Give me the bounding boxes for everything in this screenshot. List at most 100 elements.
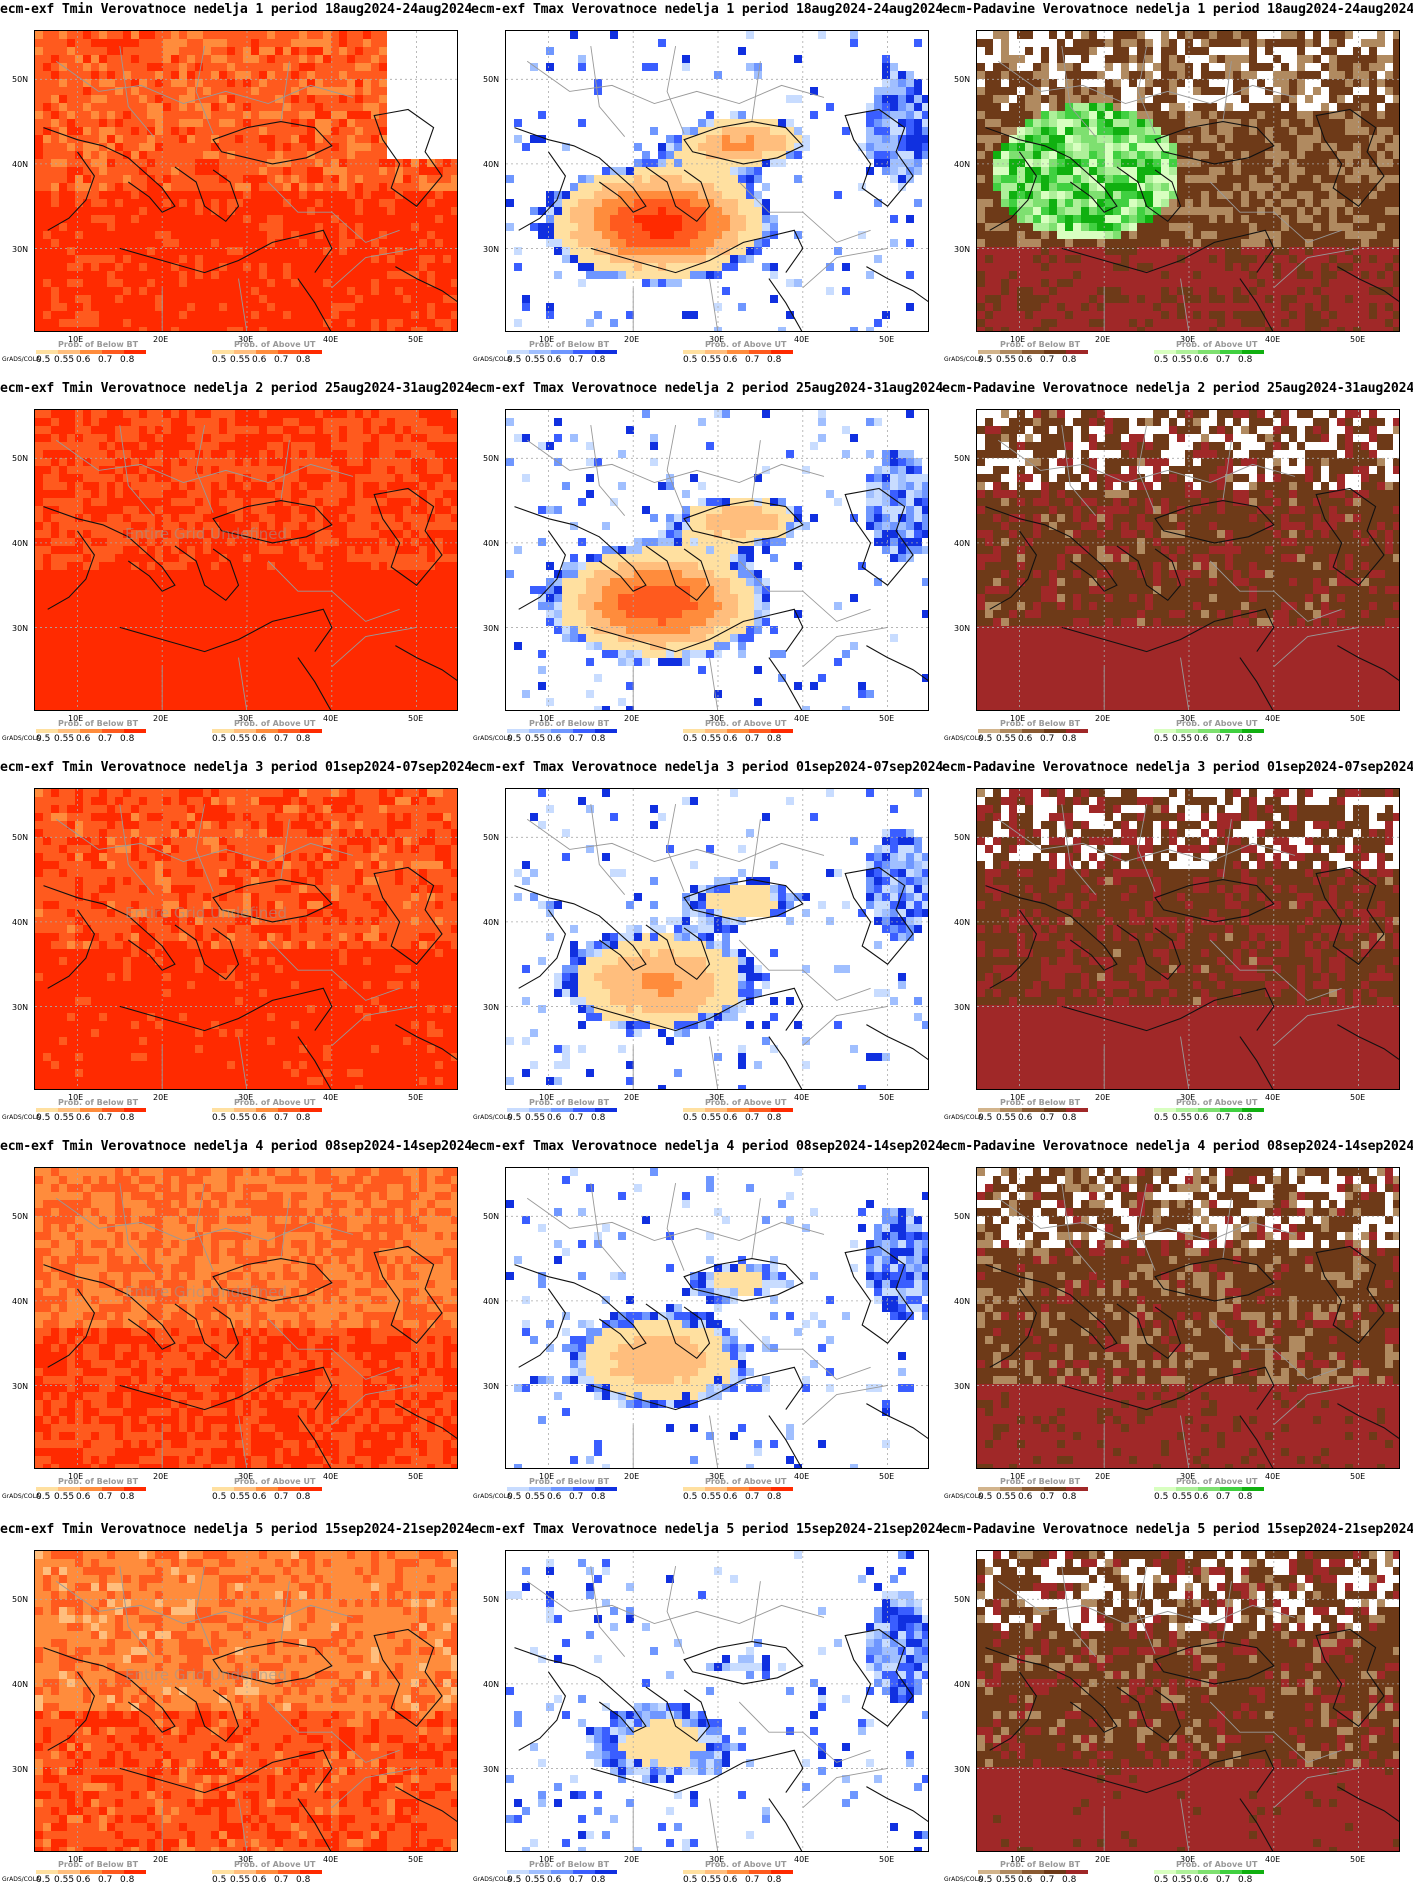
grid-cell	[75, 287, 84, 296]
grid-cell	[411, 255, 420, 264]
grid-cell	[363, 327, 372, 332]
grid-cell	[914, 119, 923, 128]
grid-cell	[1313, 31, 1322, 40]
grid-cell	[1057, 39, 1066, 48]
grid-cell	[1129, 151, 1138, 160]
grid-cell	[618, 47, 627, 56]
grid-cell	[602, 223, 611, 232]
grid-cell	[642, 271, 651, 280]
grid-cell	[586, 79, 595, 88]
grid-cell	[1289, 39, 1298, 48]
grid-cell	[251, 279, 260, 288]
grid-cell	[355, 231, 364, 240]
grid-cell	[131, 47, 140, 56]
grid-cell	[179, 191, 188, 200]
grid-cell	[722, 143, 731, 152]
grid-cell	[35, 135, 44, 144]
colorbar-swatch	[507, 350, 529, 354]
grid-cell	[283, 319, 292, 328]
grid-cell	[211, 271, 220, 280]
grid-cell	[147, 119, 156, 128]
grid-cell	[435, 95, 444, 104]
grid-cell	[786, 119, 795, 128]
grid-cell	[51, 135, 60, 144]
grid-cell	[267, 103, 276, 112]
grid-cell	[219, 167, 228, 176]
grid-cell	[451, 207, 458, 216]
grid-cell	[187, 167, 196, 176]
grid-cell	[610, 287, 619, 296]
grid-cell	[1089, 103, 1098, 112]
grid-cell	[267, 87, 276, 96]
grid-cell	[139, 311, 148, 320]
grid-cell	[139, 319, 148, 328]
grid-cell	[746, 175, 755, 184]
grid-cell	[387, 39, 396, 48]
grid-cell	[874, 119, 883, 128]
grid-cell	[355, 151, 364, 160]
grid-cell	[898, 183, 907, 192]
grid-cell	[1081, 63, 1090, 72]
grid-cell	[267, 263, 276, 272]
grid-cell	[171, 231, 180, 240]
grid-cell	[1089, 63, 1098, 72]
grid-cell	[379, 319, 388, 328]
grid-cell	[147, 279, 156, 288]
grid-cell	[586, 31, 595, 40]
grid-cell	[1337, 47, 1346, 56]
grid-cell	[506, 151, 515, 160]
grid-cell	[506, 199, 515, 208]
grid-cell	[227, 119, 236, 128]
grid-cell	[443, 271, 452, 280]
grid-cell	[363, 71, 372, 80]
grid-cell	[1289, 127, 1298, 136]
grid-cell	[794, 271, 803, 280]
grid-cell	[331, 207, 340, 216]
grid-cell	[642, 207, 651, 216]
grid-cell	[299, 295, 308, 304]
grid-cell	[746, 151, 755, 160]
grid-cell	[1353, 95, 1362, 104]
grid-cell	[75, 127, 84, 136]
grid-cell	[451, 311, 458, 320]
grid-cell	[594, 127, 603, 136]
grid-cell	[618, 319, 627, 328]
grid-cell	[427, 95, 436, 104]
grid-cell	[618, 111, 627, 120]
grid-cell	[115, 191, 124, 200]
grid-cell	[834, 111, 843, 120]
grid-cell	[650, 79, 659, 88]
grid-cell	[770, 271, 779, 280]
grid-cell	[594, 191, 603, 200]
grid-cell	[906, 87, 915, 96]
grid-cell	[347, 327, 356, 332]
grid-cell	[602, 271, 611, 280]
grid-cell	[746, 311, 755, 320]
grid-cell	[594, 215, 603, 224]
grid-cell	[1201, 71, 1210, 80]
grid-cell	[1065, 103, 1074, 112]
grid-cell	[395, 71, 404, 80]
grid-cell	[451, 47, 458, 56]
grid-cell	[315, 127, 324, 136]
grid-cell	[323, 63, 332, 72]
grid-cell	[387, 127, 396, 136]
grid-cell	[315, 319, 324, 328]
grid-cell	[546, 271, 555, 280]
grid-cell	[802, 175, 811, 184]
grid-cell	[355, 279, 364, 288]
grid-cell	[179, 199, 188, 208]
grid-cell	[722, 303, 731, 312]
grid-cell	[1057, 111, 1066, 120]
grid-cell	[1249, 87, 1258, 96]
grid-cell	[219, 119, 228, 128]
grid-cell	[874, 303, 883, 312]
grid-cell	[187, 295, 196, 304]
grid-cell	[179, 183, 188, 192]
grid-cell	[419, 223, 428, 232]
grid-cell	[443, 311, 452, 320]
grid-cell	[299, 183, 308, 192]
grid-cell	[339, 199, 348, 208]
grid-cell	[890, 295, 899, 304]
grid-cell	[435, 79, 444, 88]
